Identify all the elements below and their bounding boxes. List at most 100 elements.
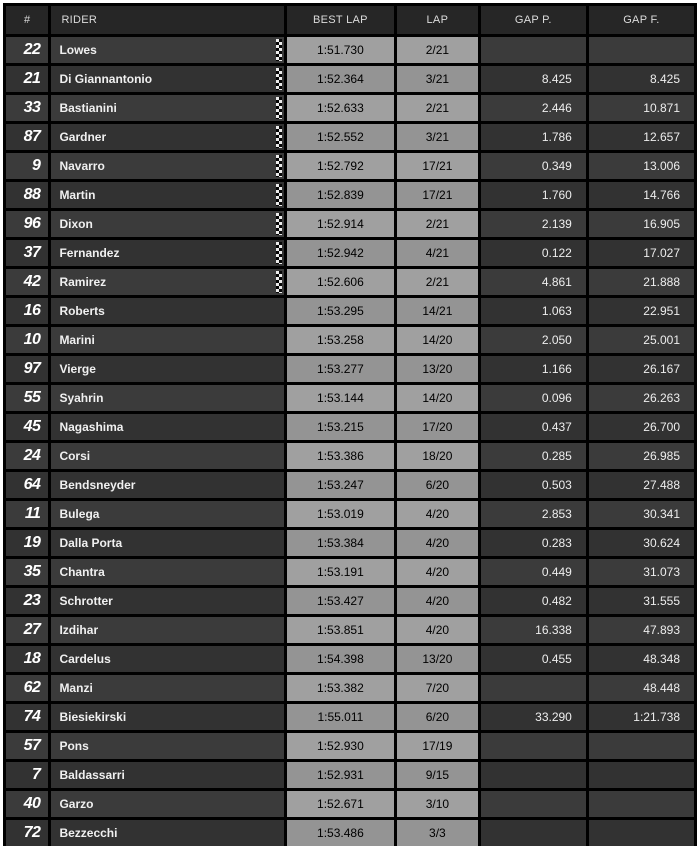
gap-p-value: 0.482 — [481, 588, 586, 614]
gap-p-value: 1.063 — [481, 298, 586, 324]
gap-f-value: 17.027 — [589, 240, 694, 266]
table-row[interactable]: 55Syahrin1:53.14414/200.09626.263 — [6, 385, 694, 411]
rider-number: 22 — [6, 37, 48, 63]
rider-number: 33 — [6, 95, 48, 121]
best-lap-value: 1:52.914 — [287, 211, 394, 237]
gap-f-value: 25.001 — [589, 327, 694, 353]
best-lap-value: 1:53.277 — [287, 356, 394, 382]
rider-number: 42 — [6, 269, 48, 295]
gap-p-value: 0.285 — [481, 443, 586, 469]
table-row[interactable]: 16Roberts1:53.29514/211.06322.951 — [6, 298, 694, 324]
best-lap-value: 1:52.606 — [287, 269, 394, 295]
gap-p-value — [481, 37, 586, 63]
table-row[interactable]: 35Chantra1:53.1914/200.44931.073 — [6, 559, 694, 585]
gap-f-value: 31.555 — [589, 588, 694, 614]
table-row[interactable]: 7Baldassarri1:52.9319/15 — [6, 762, 694, 788]
table-row[interactable]: 88Martin1:52.83917/211.76014.766 — [6, 182, 694, 208]
gap-f-value — [589, 733, 694, 759]
gap-f-value: 12.657 — [589, 124, 694, 150]
gap-f-value — [589, 820, 694, 846]
table-row[interactable]: 87Gardner1:52.5523/211.78612.657 — [6, 124, 694, 150]
table-row[interactable]: 18Cardelus1:54.39813/200.45548.348 — [6, 646, 694, 672]
gap-p-value: 0.122 — [481, 240, 586, 266]
rider-number: 62 — [6, 675, 48, 701]
table-row[interactable]: 19Dalla Porta1:53.3844/200.28330.624 — [6, 530, 694, 556]
gap-p-value: 1.786 — [481, 124, 586, 150]
gap-p-value: 0.349 — [481, 153, 586, 179]
col-header-best-lap[interactable]: BEST LAP — [287, 6, 394, 34]
best-lap-value: 1:52.671 — [287, 791, 394, 817]
table-row[interactable]: 9Navarro1:52.79217/210.34913.006 — [6, 153, 694, 179]
table-row[interactable]: 21Di Giannantonio1:52.3643/218.4258.425 — [6, 66, 694, 92]
table-row[interactable]: 62Manzi1:53.3827/2048.448 — [6, 675, 694, 701]
table-row[interactable]: 22Lowes1:51.7302/21 — [6, 37, 694, 63]
gap-p-value: 0.096 — [481, 385, 586, 411]
gap-p-value — [481, 791, 586, 817]
table-row[interactable]: 37Fernandez1:52.9424/210.12217.027 — [6, 240, 694, 266]
lap-value: 2/21 — [397, 211, 478, 237]
table-row[interactable]: 40Garzo1:52.6713/10 — [6, 791, 694, 817]
table-row[interactable]: 96Dixon1:52.9142/212.13916.905 — [6, 211, 694, 237]
col-header-gap-f[interactable]: GAP F. — [589, 6, 694, 34]
col-header-lap[interactable]: LAP — [397, 6, 478, 34]
rider-name: Izdihar — [51, 617, 283, 643]
rider-name: Cardelus — [51, 646, 283, 672]
table-row[interactable]: 97Vierge1:53.27713/201.16626.167 — [6, 356, 694, 382]
table-row[interactable]: 42Ramirez1:52.6062/214.86121.888 — [6, 269, 694, 295]
rider-number: 45 — [6, 414, 48, 440]
rider-number: 74 — [6, 704, 48, 730]
gap-p-value: 2.853 — [481, 501, 586, 527]
table-row[interactable]: 23Schrotter1:53.4274/200.48231.555 — [6, 588, 694, 614]
gap-p-value — [481, 762, 586, 788]
rider-name: Martin — [51, 182, 283, 208]
table-row[interactable]: 72Bezzecchi1:53.4863/3 — [6, 820, 694, 846]
lap-value: 14/20 — [397, 385, 478, 411]
rider-name: Dalla Porta — [51, 530, 283, 556]
gap-p-value: 2.139 — [481, 211, 586, 237]
rider-number: 7 — [6, 762, 48, 788]
rider-number: 16 — [6, 298, 48, 324]
rider-name: Fernandez — [51, 240, 283, 266]
timing-table: # RIDER BEST LAP LAP GAP P. GAP F. 22Low… — [3, 3, 697, 846]
gap-p-value: 4.861 — [481, 269, 586, 295]
table-row[interactable]: 27Izdihar1:53.8514/2016.33847.893 — [6, 617, 694, 643]
gap-f-value: 31.073 — [589, 559, 694, 585]
rider-name: Bendsneyder — [51, 472, 283, 498]
best-lap-value: 1:52.364 — [287, 66, 394, 92]
best-lap-value: 1:52.931 — [287, 762, 394, 788]
rider-name: Pons — [51, 733, 283, 759]
rider-number: 9 — [6, 153, 48, 179]
rider-name: Garzo — [51, 791, 283, 817]
col-header-gap-p[interactable]: GAP P. — [481, 6, 586, 34]
table-row[interactable]: 11Bulega1:53.0194/202.85330.341 — [6, 501, 694, 527]
best-lap-value: 1:55.011 — [287, 704, 394, 730]
gap-p-value: 0.455 — [481, 646, 586, 672]
best-lap-value: 1:53.382 — [287, 675, 394, 701]
gap-f-value: 48.448 — [589, 675, 694, 701]
table-row[interactable]: 64Bendsneyder1:53.2476/200.50327.488 — [6, 472, 694, 498]
gap-f-value: 14.766 — [589, 182, 694, 208]
rider-number: 40 — [6, 791, 48, 817]
best-lap-value: 1:53.427 — [287, 588, 394, 614]
table-row[interactable]: 10Marini1:53.25814/202.05025.001 — [6, 327, 694, 353]
table-row[interactable]: 33Bastianini1:52.6332/212.44610.871 — [6, 95, 694, 121]
table-row[interactable]: 57Pons1:52.93017/19 — [6, 733, 694, 759]
table-row[interactable]: 74Biesiekirski1:55.0116/2033.2901:21.738 — [6, 704, 694, 730]
best-lap-value: 1:52.552 — [287, 124, 394, 150]
rider-name: Corsi — [51, 443, 283, 469]
rider-name: Vierge — [51, 356, 283, 382]
rider-name: Nagashima — [51, 414, 283, 440]
table-row[interactable]: 45Nagashima1:53.21517/200.43726.700 — [6, 414, 694, 440]
lap-value: 4/20 — [397, 617, 478, 643]
col-header-number[interactable]: # — [6, 6, 48, 34]
gap-f-value: 27.488 — [589, 472, 694, 498]
rider-name: Schrotter — [51, 588, 283, 614]
gap-p-value — [481, 820, 586, 846]
table-row[interactable]: 24Corsi1:53.38618/200.28526.985 — [6, 443, 694, 469]
gap-p-value: 2.050 — [481, 327, 586, 353]
header-row: # RIDER BEST LAP LAP GAP P. GAP F. — [6, 6, 694, 34]
lap-value: 3/21 — [397, 66, 478, 92]
col-header-rider[interactable]: RIDER — [51, 6, 283, 34]
gap-p-value: 0.283 — [481, 530, 586, 556]
gap-p-value: 16.338 — [481, 617, 586, 643]
